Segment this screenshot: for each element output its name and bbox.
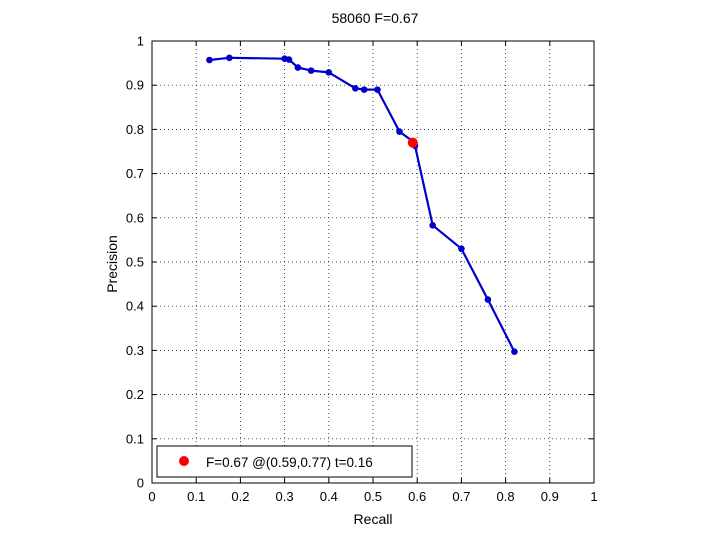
legend-box [156, 445, 413, 478]
chart-title: 58060 F=0.67 [332, 10, 419, 26]
data-point [226, 54, 233, 62]
x-tick-label: 0 [148, 489, 155, 504]
data-point [294, 64, 302, 71]
y-axis-ticks: 0 0.1 0.2 0.3 0.4 0.5 0.6 0.7 0.8 0.9 1 [126, 34, 594, 491]
data-point [307, 67, 315, 74]
x-tick-label: 0.4 [320, 489, 338, 504]
y-axis-label: Precision [104, 235, 120, 293]
legend-text: F=0.67 @(0.59,0.77) t=0.16 [206, 455, 373, 470]
x-tick-label: 0.9 [541, 489, 559, 504]
x-tick-label: 0.3 [276, 489, 294, 504]
data-point [285, 56, 293, 63]
grid-lines [152, 41, 594, 483]
y-tick-label: 0.1 [126, 431, 144, 446]
data-point [325, 69, 333, 76]
x-tick-label: 0.5 [364, 489, 382, 504]
legend: F=0.67 @(0.59,0.77) t=0.16 [156, 445, 413, 478]
y-tick-label: 0.3 [126, 343, 144, 358]
best-f-point [407, 137, 418, 148]
x-tick-label: 0.6 [408, 489, 426, 504]
x-axis-ticks: 0 0.1 0.2 0.3 0.4 0.5 0.6 0.7 0.8 0.9 1 [148, 41, 598, 504]
legend-marker [179, 456, 189, 466]
data-point [206, 56, 213, 64]
y-tick-label: 0 [137, 476, 144, 491]
y-tick-label: 0.6 [126, 210, 144, 225]
data-point [429, 222, 436, 229]
y-tick-label: 0.9 [126, 78, 144, 93]
x-tick-label: 1 [590, 489, 597, 504]
data-point [396, 128, 403, 135]
y-tick-label: 0.5 [126, 255, 144, 270]
series-group [206, 54, 518, 356]
y-tick-label: 0.8 [126, 122, 144, 137]
data-point [360, 86, 368, 93]
x-tick-label: 0.2 [231, 489, 249, 504]
data-point [374, 86, 381, 93]
x-tick-label: 0.7 [452, 489, 470, 504]
data-point [511, 348, 518, 356]
y-tick-label: 0.7 [126, 166, 144, 181]
data-point [484, 296, 492, 303]
best-point-group [407, 137, 418, 148]
data-point [458, 245, 465, 253]
data-point [352, 84, 359, 92]
y-tick-label: 0.4 [126, 299, 144, 314]
x-tick-label: 0.1 [187, 489, 205, 504]
y-tick-label: 0.2 [126, 387, 144, 402]
y-tick-label: 1 [137, 34, 144, 49]
x-axis-label: Recall [354, 511, 393, 527]
x-tick-label: 0.8 [497, 489, 515, 504]
